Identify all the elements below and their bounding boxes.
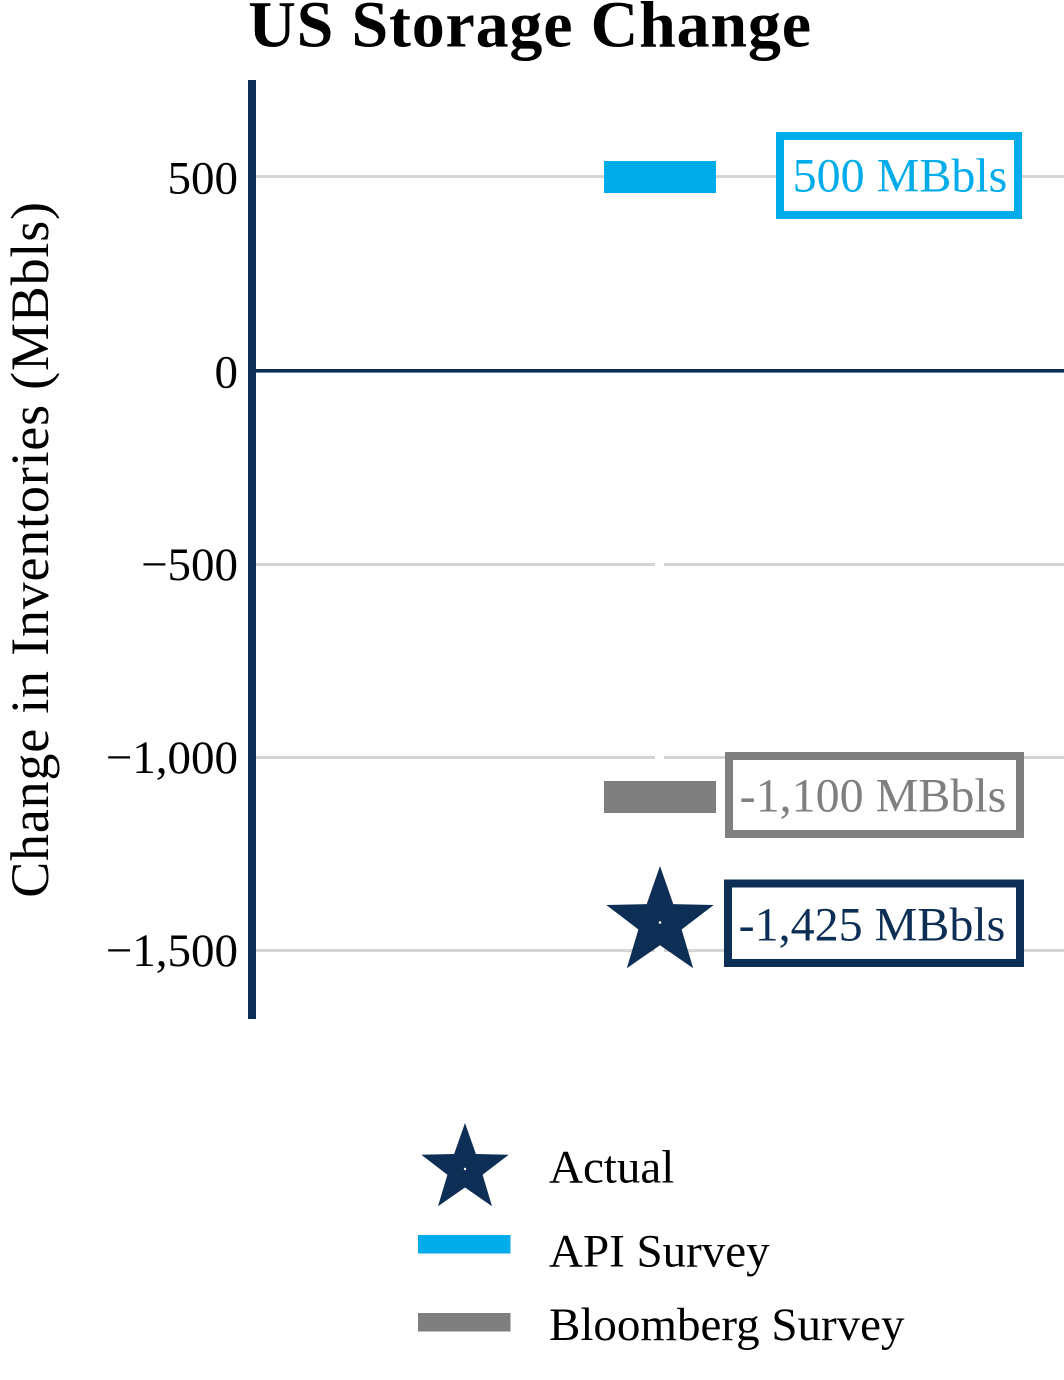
svg-text:−1,500: −1,500: [106, 925, 238, 977]
svg-text:Bloomberg Survey: Bloomberg Survey: [549, 1299, 905, 1351]
svg-text:−1,000: −1,000: [106, 732, 238, 784]
svg-text:0: 0: [215, 347, 239, 399]
svg-text:-1,100 MBbls: -1,100 MBbls: [740, 770, 1007, 823]
svg-text:API Survey: API Survey: [549, 1226, 770, 1278]
svg-text:Actual: Actual: [549, 1142, 674, 1194]
svg-text:Change in Inventories (MBbls): Change in Inventories (MBbls): [0, 201, 60, 898]
svg-text:−500: −500: [141, 539, 238, 591]
svg-text:500 MBbls: 500 MBbls: [793, 150, 1008, 203]
svg-text:-1,425 MBbls: -1,425 MBbls: [739, 899, 1006, 952]
svg-text:US Storage Change: US Storage Change: [248, 0, 812, 62]
svg-text:500: 500: [168, 153, 239, 205]
